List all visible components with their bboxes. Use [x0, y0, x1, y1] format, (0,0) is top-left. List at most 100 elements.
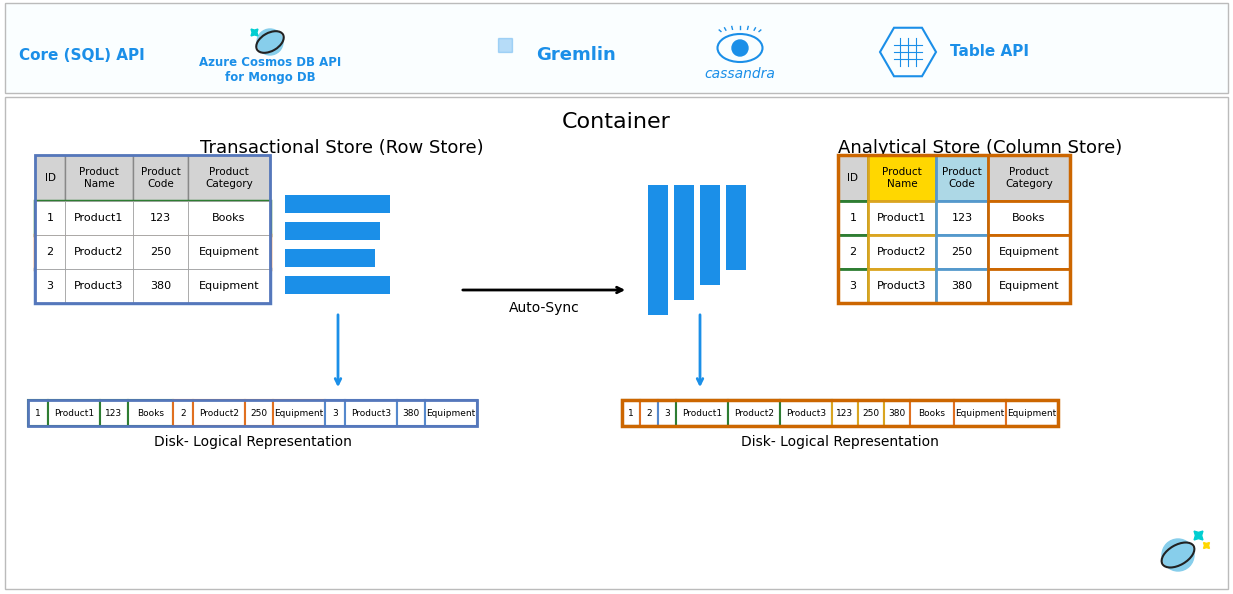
Text: Equipment: Equipment — [999, 281, 1059, 291]
Text: 123: 123 — [150, 213, 171, 223]
Bar — [936, 269, 988, 303]
Bar — [35, 201, 270, 235]
Text: Azure Cosmos DB API
for Mongo DB: Azure Cosmos DB API for Mongo DB — [199, 56, 342, 84]
Text: 250: 250 — [862, 409, 879, 418]
Text: Product2: Product2 — [199, 409, 239, 418]
Bar — [35, 155, 270, 303]
Bar — [988, 201, 1070, 235]
Bar — [868, 201, 936, 235]
Bar — [868, 269, 936, 303]
Bar — [5, 3, 1228, 93]
Text: Product3: Product3 — [785, 409, 826, 418]
Text: Equipment: Equipment — [275, 409, 323, 418]
Text: Product2: Product2 — [734, 409, 774, 418]
Bar — [425, 400, 477, 426]
Text: Core (SQL) API: Core (SQL) API — [20, 48, 144, 62]
Bar — [194, 400, 245, 426]
Text: 2: 2 — [180, 409, 186, 418]
Text: Books: Books — [137, 409, 164, 418]
Bar — [884, 400, 910, 426]
Text: 2: 2 — [850, 247, 857, 257]
Bar — [936, 155, 988, 201]
Text: Table API: Table API — [949, 45, 1030, 59]
Bar — [838, 155, 1070, 303]
Bar — [187, 269, 270, 303]
Bar — [838, 269, 868, 303]
Bar — [936, 201, 988, 235]
Circle shape — [256, 29, 284, 55]
Bar — [727, 400, 780, 426]
Text: Product
Name: Product Name — [882, 167, 922, 189]
Text: 1: 1 — [35, 409, 41, 418]
Bar — [48, 400, 100, 426]
Circle shape — [732, 40, 748, 56]
Text: Disk- Logical Representation: Disk- Logical Representation — [154, 435, 351, 449]
Bar — [621, 400, 640, 426]
Text: Container: Container — [561, 112, 671, 132]
Bar — [133, 201, 187, 235]
Text: Equipment: Equipment — [956, 409, 1005, 418]
Bar — [285, 222, 380, 240]
Text: 1: 1 — [850, 213, 857, 223]
Text: Product2: Product2 — [74, 247, 123, 257]
Text: Product1: Product1 — [54, 409, 94, 418]
Bar — [832, 400, 858, 426]
Bar — [272, 400, 326, 426]
Bar — [35, 269, 65, 303]
Bar — [1006, 400, 1058, 426]
Text: cassandra: cassandra — [704, 67, 776, 81]
Text: Product
Code: Product Code — [141, 167, 180, 189]
Bar — [5, 97, 1228, 589]
Bar — [285, 249, 375, 267]
Bar — [133, 269, 187, 303]
Text: 3: 3 — [850, 281, 857, 291]
Bar — [285, 195, 390, 213]
Bar — [133, 235, 187, 269]
Text: 250: 250 — [150, 247, 171, 257]
Text: Product1: Product1 — [74, 213, 123, 223]
Text: 123: 123 — [952, 213, 973, 223]
Text: 1: 1 — [628, 409, 634, 418]
Bar — [726, 185, 746, 270]
Circle shape — [1161, 539, 1194, 571]
Bar — [28, 400, 477, 426]
Text: Product3: Product3 — [878, 281, 927, 291]
Text: 3: 3 — [332, 409, 338, 418]
Text: Analytical Store (Column Store): Analytical Store (Column Store) — [838, 139, 1122, 157]
Bar — [65, 269, 133, 303]
Bar — [868, 235, 936, 269]
Text: Product3: Product3 — [74, 281, 123, 291]
Bar — [649, 185, 668, 315]
Bar — [868, 155, 936, 201]
Text: 250: 250 — [952, 247, 973, 257]
Text: Product3: Product3 — [351, 409, 391, 418]
Text: 3: 3 — [665, 409, 670, 418]
Bar — [100, 400, 128, 426]
Text: Product
Category: Product Category — [205, 167, 253, 189]
Bar — [35, 235, 65, 269]
Bar — [133, 155, 187, 201]
Bar — [858, 400, 884, 426]
Bar — [187, 155, 270, 201]
Text: Equipment: Equipment — [199, 247, 259, 257]
Text: 123: 123 — [106, 409, 122, 418]
Bar — [187, 235, 270, 269]
Bar — [954, 400, 1006, 426]
Bar — [988, 235, 1070, 269]
Text: Product2: Product2 — [877, 247, 927, 257]
Bar — [326, 400, 345, 426]
Bar — [676, 400, 727, 426]
Bar — [65, 235, 133, 269]
Text: 380: 380 — [402, 409, 419, 418]
Bar — [345, 400, 397, 426]
Text: Gremlin: Gremlin — [536, 46, 615, 64]
Bar — [700, 185, 720, 285]
Bar — [838, 201, 868, 235]
Text: Books: Books — [212, 213, 245, 223]
Bar — [35, 201, 65, 235]
Bar — [397, 400, 425, 426]
Text: Books: Books — [919, 409, 946, 418]
Bar — [640, 400, 658, 426]
Text: Disk- Logical Representation: Disk- Logical Representation — [741, 435, 940, 449]
Text: ID: ID — [847, 173, 858, 183]
